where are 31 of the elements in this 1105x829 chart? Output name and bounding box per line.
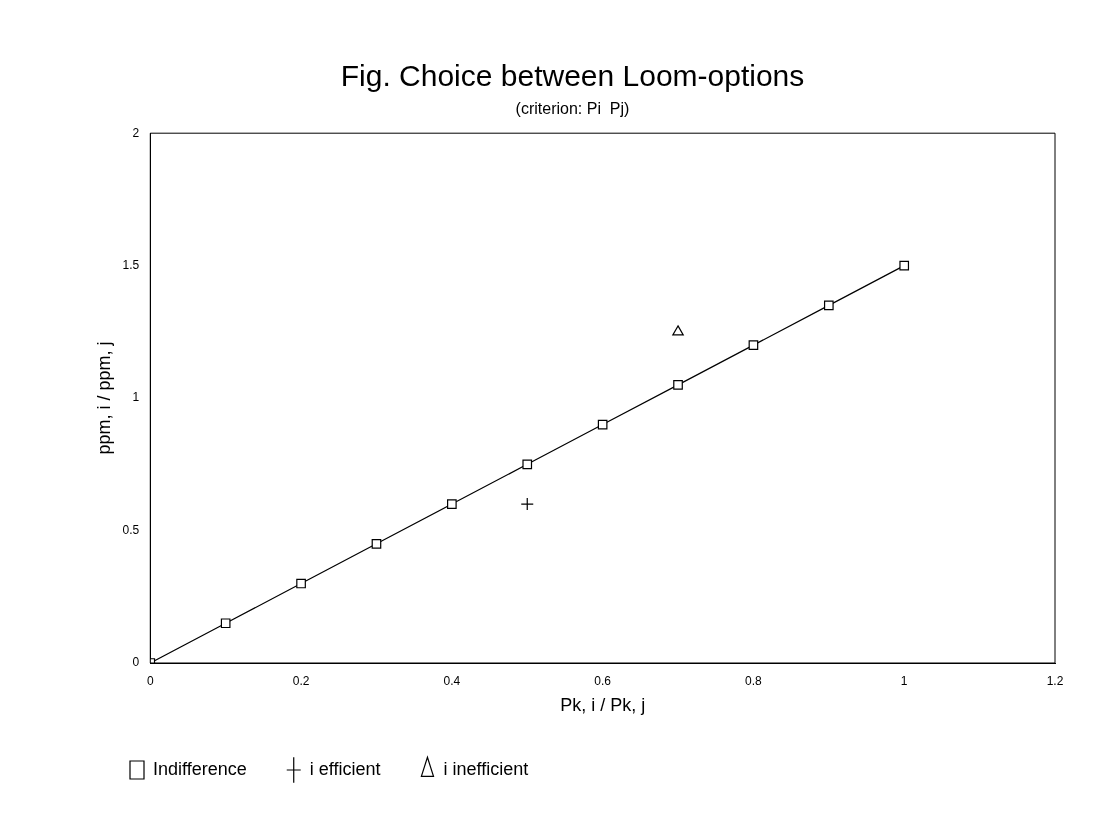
- y-tick-label: 1: [132, 390, 140, 405]
- point: [522, 459, 533, 470]
- x-tick-label: 0: [146, 673, 154, 688]
- legend-label: i inefficient: [443, 758, 529, 779]
- x-tick-label: 1.2: [1046, 673, 1064, 688]
- x-tick-label: 0.8: [745, 673, 763, 688]
- point: [748, 340, 759, 350]
- point: [899, 260, 910, 271]
- point: [520, 497, 534, 511]
- y-tick-label: 0: [132, 655, 140, 670]
- point: [447, 499, 457, 509]
- x-tick-label: 0.2: [292, 673, 310, 688]
- y-tick-label: 1.5: [122, 257, 140, 272]
- point: [823, 300, 834, 311]
- legend-label: Indifference: [153, 758, 247, 779]
- x-tick-label: 0.4: [443, 673, 461, 688]
- y-tick-label: 0.5: [122, 522, 140, 537]
- x-tick-label: 1: [900, 673, 908, 688]
- point: [296, 578, 306, 589]
- chart-title: Fig. Choice between Loom-options: [340, 59, 805, 93]
- y-tick-label: 2: [132, 125, 140, 140]
- chart-subtitle: (criterion: Pi Pj): [515, 100, 630, 118]
- point: [220, 618, 231, 629]
- x-axis-title: Pk, i / Pk, j: [560, 695, 646, 716]
- y-axis-title: ppm, i / ppm, j: [93, 341, 114, 455]
- point: [673, 380, 683, 390]
- x-tick-label: 0.6: [594, 673, 612, 688]
- point: [672, 325, 684, 336]
- point: [597, 419, 608, 430]
- legend-label: i efficient: [309, 758, 381, 779]
- point: [371, 538, 382, 549]
